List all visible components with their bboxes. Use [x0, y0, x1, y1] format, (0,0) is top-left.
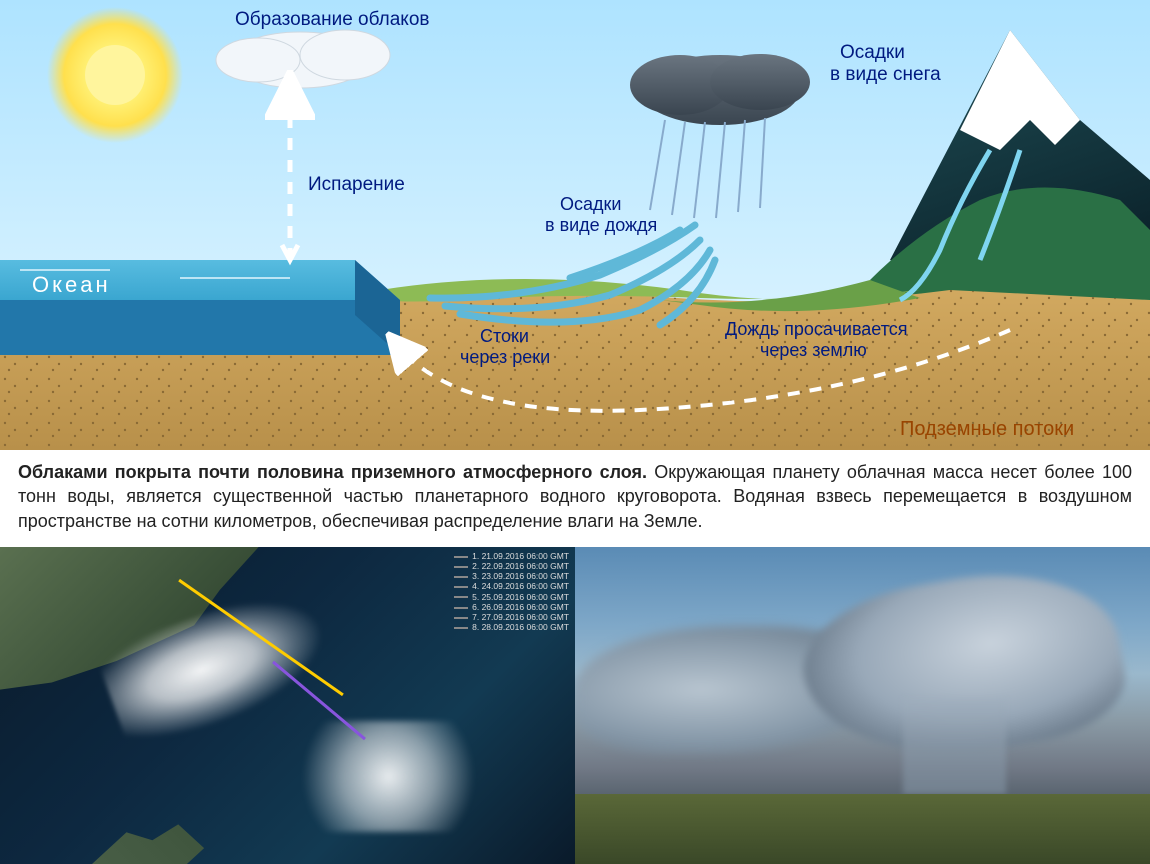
label-rain1: Осадки — [560, 194, 621, 214]
water-cycle-diagram: Образование облаков Осадки в виде снега … — [0, 0, 1150, 450]
legend-line: 6. 26.09.2016 06:00 GMT — [454, 602, 569, 612]
storm-photo — [575, 547, 1150, 864]
legend-line: 8. 28.09.2016 06:00 GMT — [454, 622, 569, 632]
rain-shaft — [903, 699, 1007, 794]
para-bold: Облаками покрыта почти половина приземно… — [18, 462, 647, 482]
legend-line: 3. 23.09.2016 06:00 GMT — [454, 571, 569, 581]
description-paragraph: Облаками покрыта почти половина приземно… — [0, 450, 1150, 547]
legend-line: 5. 25.09.2016 06:00 GMT — [454, 592, 569, 602]
legend-line: 7. 27.09.2016 06:00 GMT — [454, 612, 569, 622]
legend-line: 2. 22.09.2016 06:00 GMT — [454, 561, 569, 571]
legend-line: 1. 21.09.2016 06:00 GMT — [454, 551, 569, 561]
storm-ground — [575, 794, 1150, 864]
label-snow2: в виде снега — [830, 64, 941, 85]
label-underground: Подземные потоки — [900, 418, 1074, 440]
label-infil2: через землю — [760, 340, 867, 360]
label-snow1: Осадки — [840, 42, 905, 63]
bottom-images: 1. 21.09.2016 06:00 GMT 2. 22.09.2016 06… — [0, 547, 1150, 864]
label-evap: Испарение — [308, 174, 405, 195]
label-rain2: в виде дождя — [545, 215, 657, 235]
diagram-svg: Образование облаков Осадки в виде снега … — [0, 0, 1150, 450]
label-ocean: Океан — [32, 272, 111, 297]
label-infil1: Дождь просачивается — [725, 319, 908, 339]
label-river2: через реки — [460, 347, 550, 367]
label-river1: Стоки — [480, 326, 529, 346]
label-cloud-formation: Образование облаков — [235, 9, 429, 30]
legend-line: 4. 24.09.2016 06:00 GMT — [454, 581, 569, 591]
hurricane-cloud-2 — [288, 721, 489, 832]
satellite-legend: 1. 21.09.2016 06:00 GMT 2. 22.09.2016 06… — [454, 551, 569, 633]
satellite-image: 1. 21.09.2016 06:00 GMT 2. 22.09.2016 06… — [0, 547, 575, 864]
